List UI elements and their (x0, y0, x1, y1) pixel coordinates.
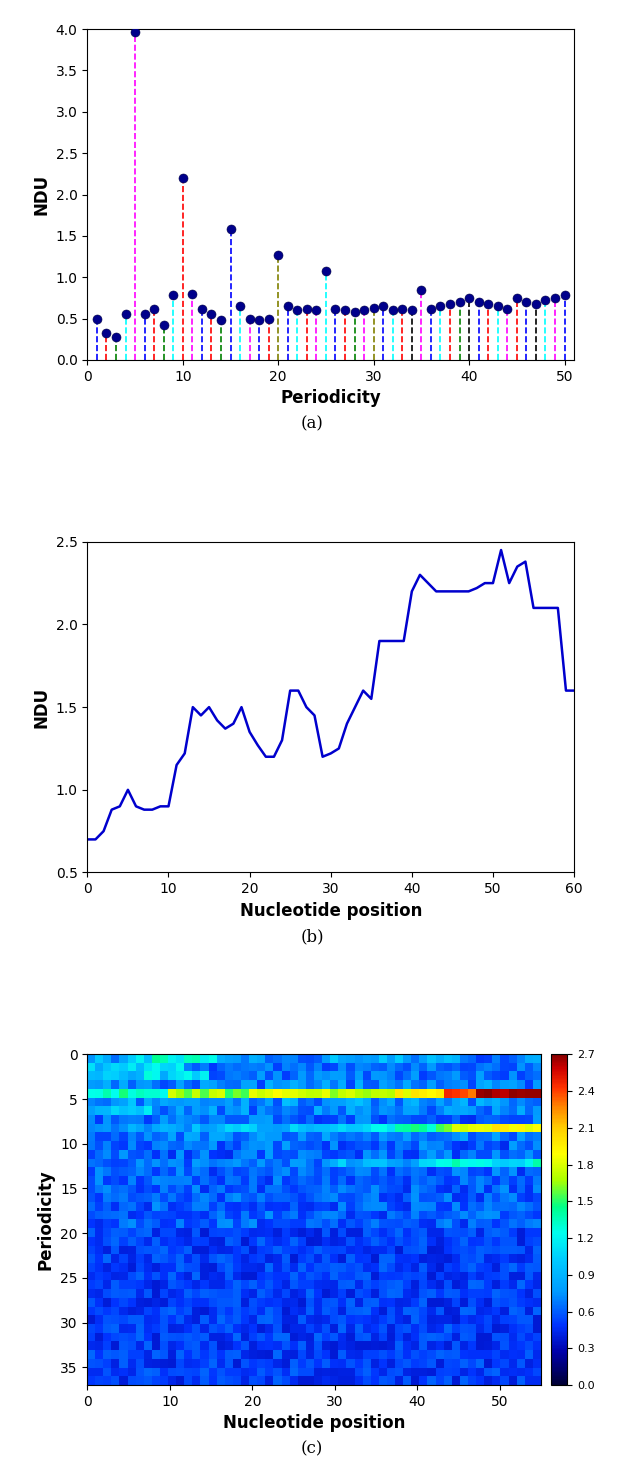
Y-axis label: NDU: NDU (32, 687, 50, 728)
Text: (b): (b) (300, 927, 324, 945)
Y-axis label: Periodicity: Periodicity (36, 1169, 54, 1270)
Y-axis label: NDU: NDU (32, 174, 50, 216)
X-axis label: Nucleotide position: Nucleotide position (223, 1414, 406, 1432)
Text: (a): (a) (301, 416, 323, 432)
X-axis label: Nucleotide position: Nucleotide position (240, 901, 422, 920)
Text: (c): (c) (301, 1441, 323, 1458)
X-axis label: Periodicity: Periodicity (280, 389, 381, 407)
